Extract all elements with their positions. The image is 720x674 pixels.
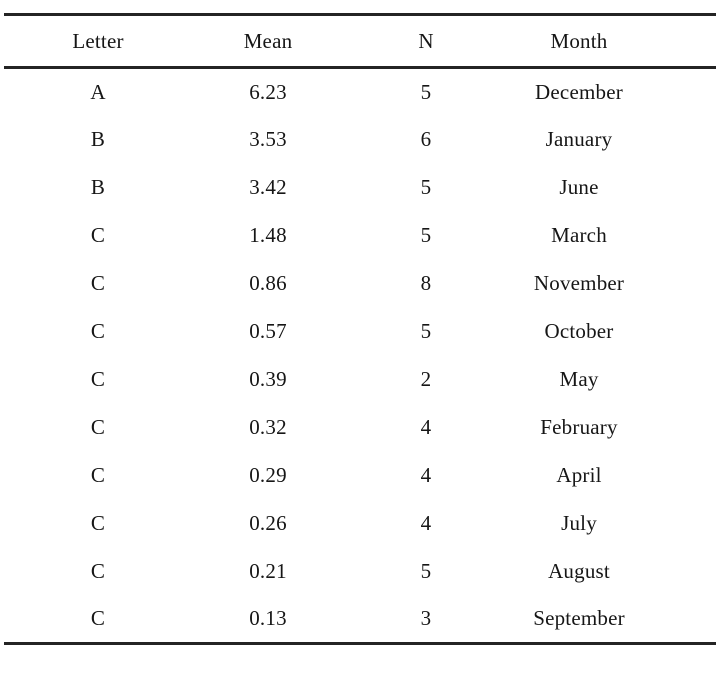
table-cell: C bbox=[90, 511, 106, 535]
table-cell: 5 bbox=[420, 559, 432, 583]
table-cell: C bbox=[90, 606, 106, 631]
table-row: C 0.26 4 July bbox=[4, 500, 716, 548]
table-row: C 0.13 3 September bbox=[4, 596, 716, 644]
table-body: A 6.23 5 December B 3.53 6 January B 3.42 5 June C 1.… bbox=[4, 68, 716, 644]
table-row: C 0.86 8 November bbox=[4, 260, 716, 308]
table-cell: 0.29 bbox=[249, 463, 287, 487]
table-cell: November bbox=[533, 271, 625, 295]
table-cell: September bbox=[533, 606, 625, 631]
table-row: A 6.23 5 December bbox=[4, 68, 716, 116]
table-cell: February bbox=[540, 415, 618, 439]
table-row: B 3.53 6 January bbox=[4, 116, 716, 164]
table-cell: 5 bbox=[420, 175, 432, 199]
table-row: C 0.29 4 April bbox=[4, 452, 716, 500]
table-cell: 4 bbox=[420, 415, 432, 439]
table-row: C 0.32 4 February bbox=[4, 404, 716, 452]
table-cell: 2 bbox=[420, 367, 432, 391]
table-cell: 1.48 bbox=[249, 223, 287, 247]
table-cell: 5 bbox=[420, 79, 432, 104]
table-row: B 3.42 5 June bbox=[4, 164, 716, 212]
table-cell: July bbox=[561, 511, 597, 535]
table-cell: 3.42 bbox=[249, 175, 287, 199]
table-cell: 0.13 bbox=[249, 606, 287, 631]
table-cell: 3 bbox=[420, 606, 432, 631]
column-header-month: Month bbox=[550, 28, 608, 53]
table-cell: C bbox=[90, 463, 106, 487]
table-cell: 0.26 bbox=[249, 511, 287, 535]
table-cell: 4 bbox=[420, 463, 432, 487]
table-cell: October bbox=[544, 319, 614, 343]
table-cell: C bbox=[90, 319, 106, 343]
table-row: C 0.39 2 May bbox=[4, 356, 716, 404]
column-header-n: N bbox=[418, 28, 434, 53]
table-cell: March bbox=[551, 223, 607, 247]
table-row: C 1.48 5 March bbox=[4, 212, 716, 260]
table-row: C 0.57 5 October bbox=[4, 308, 716, 356]
table-cell: 5 bbox=[420, 319, 432, 343]
table-cell: 0.86 bbox=[249, 271, 287, 295]
table-cell: April bbox=[556, 463, 602, 487]
table-cell: 3.53 bbox=[249, 127, 287, 151]
table-cell: 0.32 bbox=[249, 415, 287, 439]
table-cell: 4 bbox=[420, 511, 432, 535]
table-header: Letter Mean N Month bbox=[4, 15, 716, 68]
column-header-letter: Letter bbox=[72, 28, 124, 53]
paper-table-sheet: Letter Mean N Month A 6.23 5 December B 3.53 6… bbox=[0, 13, 720, 674]
header-row: Letter Mean N Month bbox=[4, 15, 716, 68]
table-cell: 6 bbox=[420, 127, 432, 151]
table-cell: January bbox=[545, 127, 613, 151]
table-cell: 0.57 bbox=[249, 319, 287, 343]
table-cell: B bbox=[90, 175, 106, 199]
table-cell: A bbox=[90, 79, 106, 104]
table-cell: December bbox=[535, 79, 623, 104]
table-cell: 0.21 bbox=[249, 559, 287, 583]
table-cell: C bbox=[90, 271, 106, 295]
table-cell: B bbox=[90, 127, 106, 151]
table-cell: 6.23 bbox=[249, 79, 287, 104]
table-cell: C bbox=[90, 559, 106, 583]
table-cell: C bbox=[90, 367, 106, 391]
table-cell: May bbox=[559, 367, 599, 391]
data-table: Letter Mean N Month A 6.23 5 December B 3.53 6… bbox=[4, 13, 716, 645]
table-row: C 0.21 5 August bbox=[4, 548, 716, 596]
table-cell: August bbox=[548, 559, 610, 583]
column-header-mean: Mean bbox=[243, 28, 293, 53]
table-cell: C bbox=[90, 223, 106, 247]
table-cell: 8 bbox=[420, 271, 432, 295]
table-cell: June bbox=[559, 175, 599, 199]
table-cell: 0.39 bbox=[249, 367, 287, 391]
table-cell: C bbox=[90, 415, 106, 439]
table-cell: 5 bbox=[420, 223, 432, 247]
